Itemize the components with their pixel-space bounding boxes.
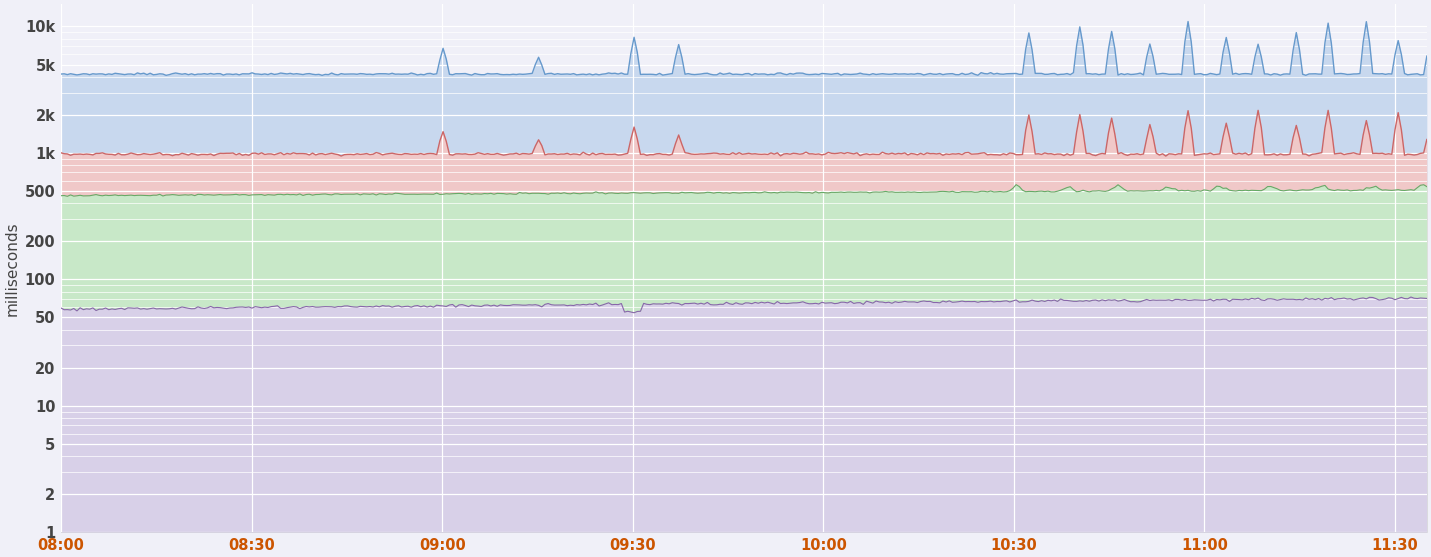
Y-axis label: milliseconds: milliseconds (4, 221, 19, 315)
